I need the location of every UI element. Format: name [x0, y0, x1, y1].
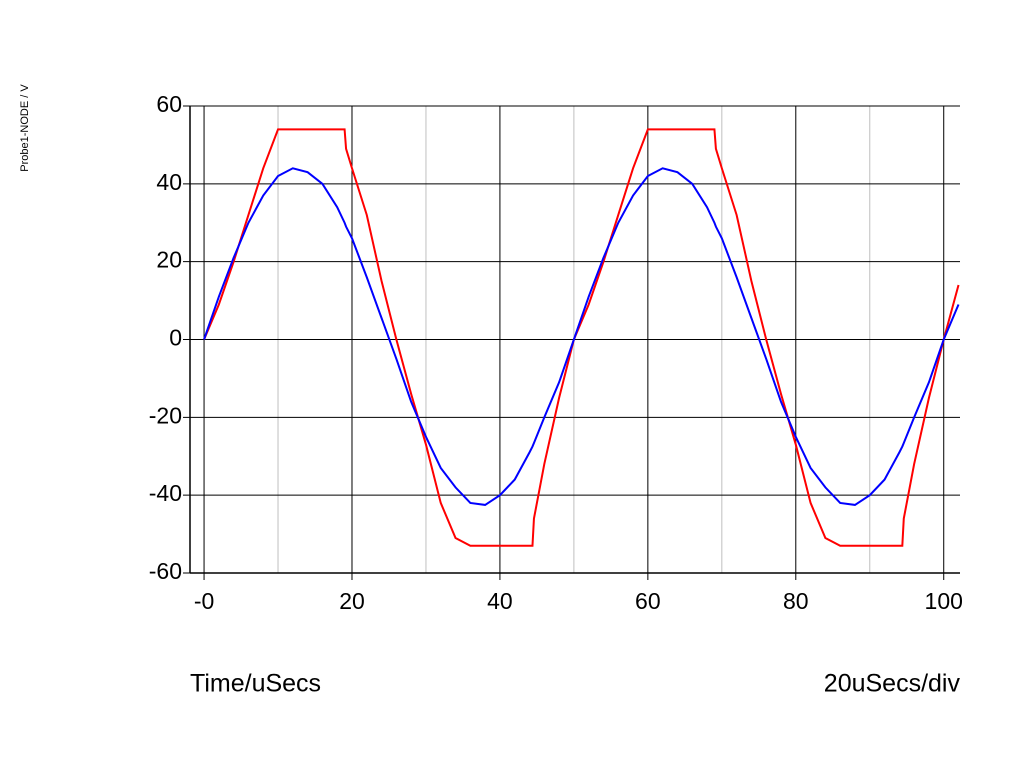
y-axis-title: Probe1-NODE / V — [19, 84, 31, 172]
y-tick-label: 60 — [156, 91, 182, 117]
y-tick-label: 20 — [156, 247, 182, 273]
plot-lines — [203, 128, 960, 547]
x-tick-label: 80 — [783, 588, 809, 614]
grid — [183, 105, 960, 580]
scale-annotation: 20uSecs/div — [824, 670, 961, 698]
y-tick-label: 40 — [156, 169, 182, 195]
y-tick-label: -60 — [149, 558, 182, 584]
x-tick-label: 60 — [635, 588, 661, 614]
x-axis-title: Time/uSecs — [190, 670, 321, 698]
y-tick-label: -20 — [149, 402, 182, 428]
y-tick-label: -40 — [149, 480, 182, 506]
x-tick-label: 40 — [487, 588, 513, 614]
x-tick-label: 20 — [339, 588, 365, 614]
x-tick-label: -0 — [194, 588, 214, 614]
y-tick-label: 0 — [169, 325, 182, 351]
series-line — [203, 128, 960, 547]
series-line — [203, 167, 960, 506]
x-tick-label: 100 — [925, 588, 963, 614]
